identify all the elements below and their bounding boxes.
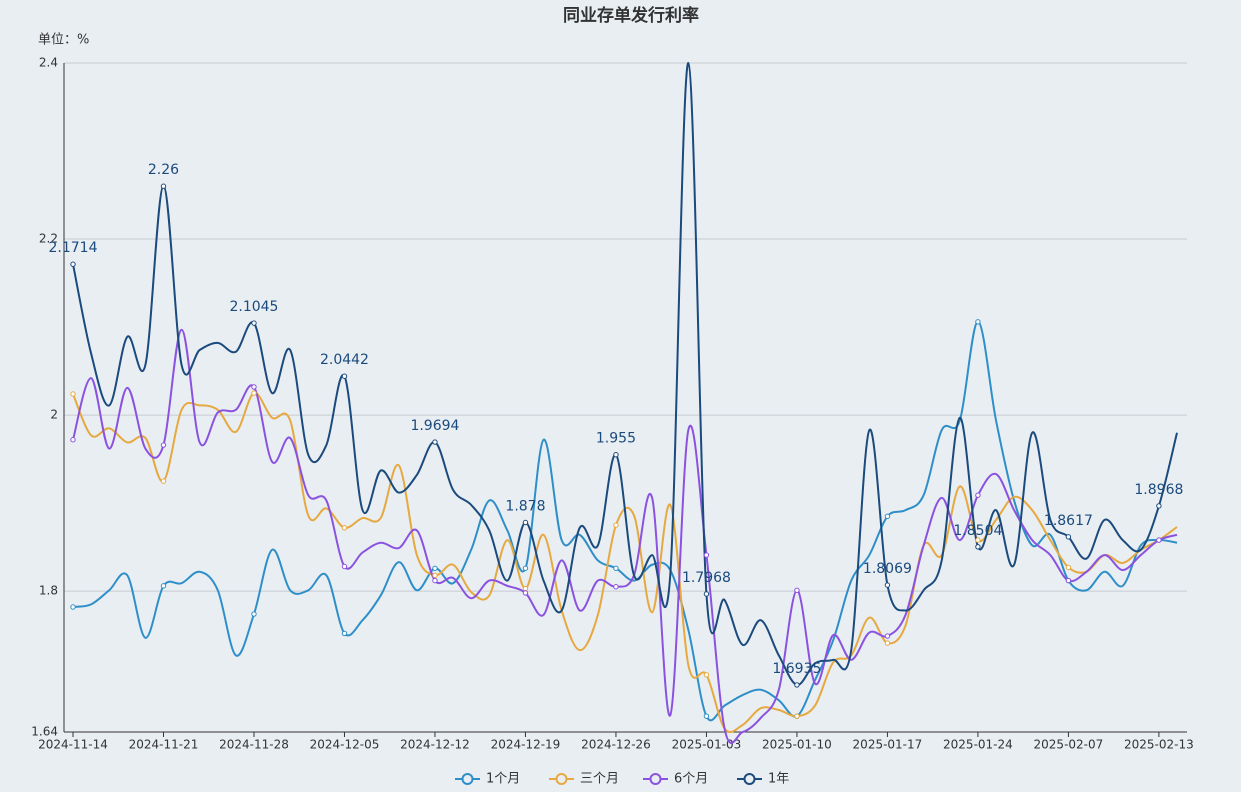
point-marker <box>251 384 257 390</box>
x-tick-label: 2024-11-14 <box>38 738 108 752</box>
point-marker <box>613 452 619 458</box>
data-label: 2.1714 <box>49 240 98 256</box>
point-marker <box>160 183 167 189</box>
data-label: 2.26 <box>148 162 179 178</box>
unit-label: 单位：% <box>38 33 89 48</box>
point-marker <box>975 319 981 325</box>
point-marker <box>432 577 438 584</box>
x-tick-label: 2025-01-10 <box>762 738 832 752</box>
point-marker <box>975 544 981 550</box>
point-marker <box>70 604 76 610</box>
y-tick-label: 2.4 <box>39 56 58 70</box>
point-marker <box>703 552 710 558</box>
point-marker <box>1065 534 1072 540</box>
x-tick-label: 2025-02-07 <box>1034 738 1104 752</box>
x-tick-label: 2025-01-17 <box>853 738 923 752</box>
point-marker <box>794 682 800 688</box>
x-tick-label: 2025-01-03 <box>672 738 742 752</box>
x-tick-label: 2024-11-21 <box>129 738 199 752</box>
data-label: 1.878 <box>505 498 545 514</box>
y-tick-label: 2 <box>50 408 58 422</box>
point-marker <box>703 672 710 678</box>
point-marker <box>70 437 76 443</box>
point-marker <box>703 713 710 719</box>
point-marker <box>160 478 167 484</box>
point-marker <box>1065 577 1072 584</box>
point-marker <box>251 611 257 617</box>
point-marker <box>794 587 800 593</box>
legend-label[interactable]: 1个月 <box>486 772 520 787</box>
legend-swatch-marker[interactable] <box>461 773 474 785</box>
x-tick-label: 2024-12-26 <box>581 738 651 752</box>
data-label: 1.9694 <box>410 418 459 434</box>
legend-label[interactable]: 三个月 <box>580 772 619 787</box>
point-marker <box>794 713 800 719</box>
x-tick-label: 2025-01-24 <box>943 738 1013 752</box>
legend-swatch-marker[interactable] <box>743 773 756 785</box>
point-marker <box>975 492 981 498</box>
point-marker <box>432 572 438 579</box>
legend-label[interactable]: 6个月 <box>674 772 708 787</box>
data-label: 1.8504 <box>953 523 1002 539</box>
point-marker <box>703 591 710 597</box>
data-label: 2.0442 <box>320 352 369 368</box>
point-marker <box>884 582 891 588</box>
point-marker <box>884 640 891 646</box>
point-marker <box>341 525 348 531</box>
y-tick-label: 1.64 <box>31 725 58 739</box>
data-label: 1.6935 <box>772 661 821 677</box>
legend-label[interactable]: 1年 <box>768 772 789 787</box>
point-marker <box>613 565 619 571</box>
point-marker <box>522 590 529 596</box>
point-marker <box>975 537 981 543</box>
point-marker <box>70 391 76 397</box>
y-tick-label: 1.8 <box>39 584 58 598</box>
data-label: 2.1045 <box>229 299 278 315</box>
point-marker <box>251 390 257 396</box>
point-marker <box>251 320 257 326</box>
point-marker <box>613 522 619 528</box>
x-tick-label: 2024-11-28 <box>219 738 289 752</box>
y-tick-label: 2.2 <box>39 232 58 246</box>
point-marker <box>884 633 891 639</box>
data-label: 1.8069 <box>863 561 912 577</box>
x-tick-label: 2025-02-13 <box>1124 738 1194 752</box>
point-marker <box>160 583 167 589</box>
point-marker <box>341 630 348 637</box>
data-label: 1.8968 <box>1134 482 1183 498</box>
point-marker <box>341 373 348 379</box>
data-label: 1.7968 <box>682 570 731 586</box>
line-series <box>72 392 1178 733</box>
data-label: 1.8617 <box>1044 513 1093 529</box>
point-marker <box>432 565 438 571</box>
point-marker <box>613 584 619 590</box>
data-label: 1.955 <box>596 431 636 447</box>
point-marker <box>1065 564 1072 571</box>
point-marker <box>884 513 891 520</box>
point-marker <box>522 585 529 592</box>
point-marker <box>341 563 348 570</box>
x-tick-label: 2024-12-12 <box>400 738 470 752</box>
point-marker <box>70 261 76 267</box>
point-marker <box>522 565 529 571</box>
point-marker <box>1156 537 1162 543</box>
legend-swatch-marker[interactable] <box>649 773 662 785</box>
x-tick-label: 2024-12-05 <box>310 738 380 752</box>
chart-title: 同业存单发行利率 <box>563 5 699 26</box>
line-series <box>72 320 1178 722</box>
point-marker <box>432 439 438 445</box>
point-marker <box>160 442 167 448</box>
point-marker <box>522 519 529 526</box>
point-marker <box>1156 503 1162 509</box>
x-tick-label: 2024-12-19 <box>491 738 561 752</box>
legend-swatch-marker[interactable] <box>555 773 568 785</box>
